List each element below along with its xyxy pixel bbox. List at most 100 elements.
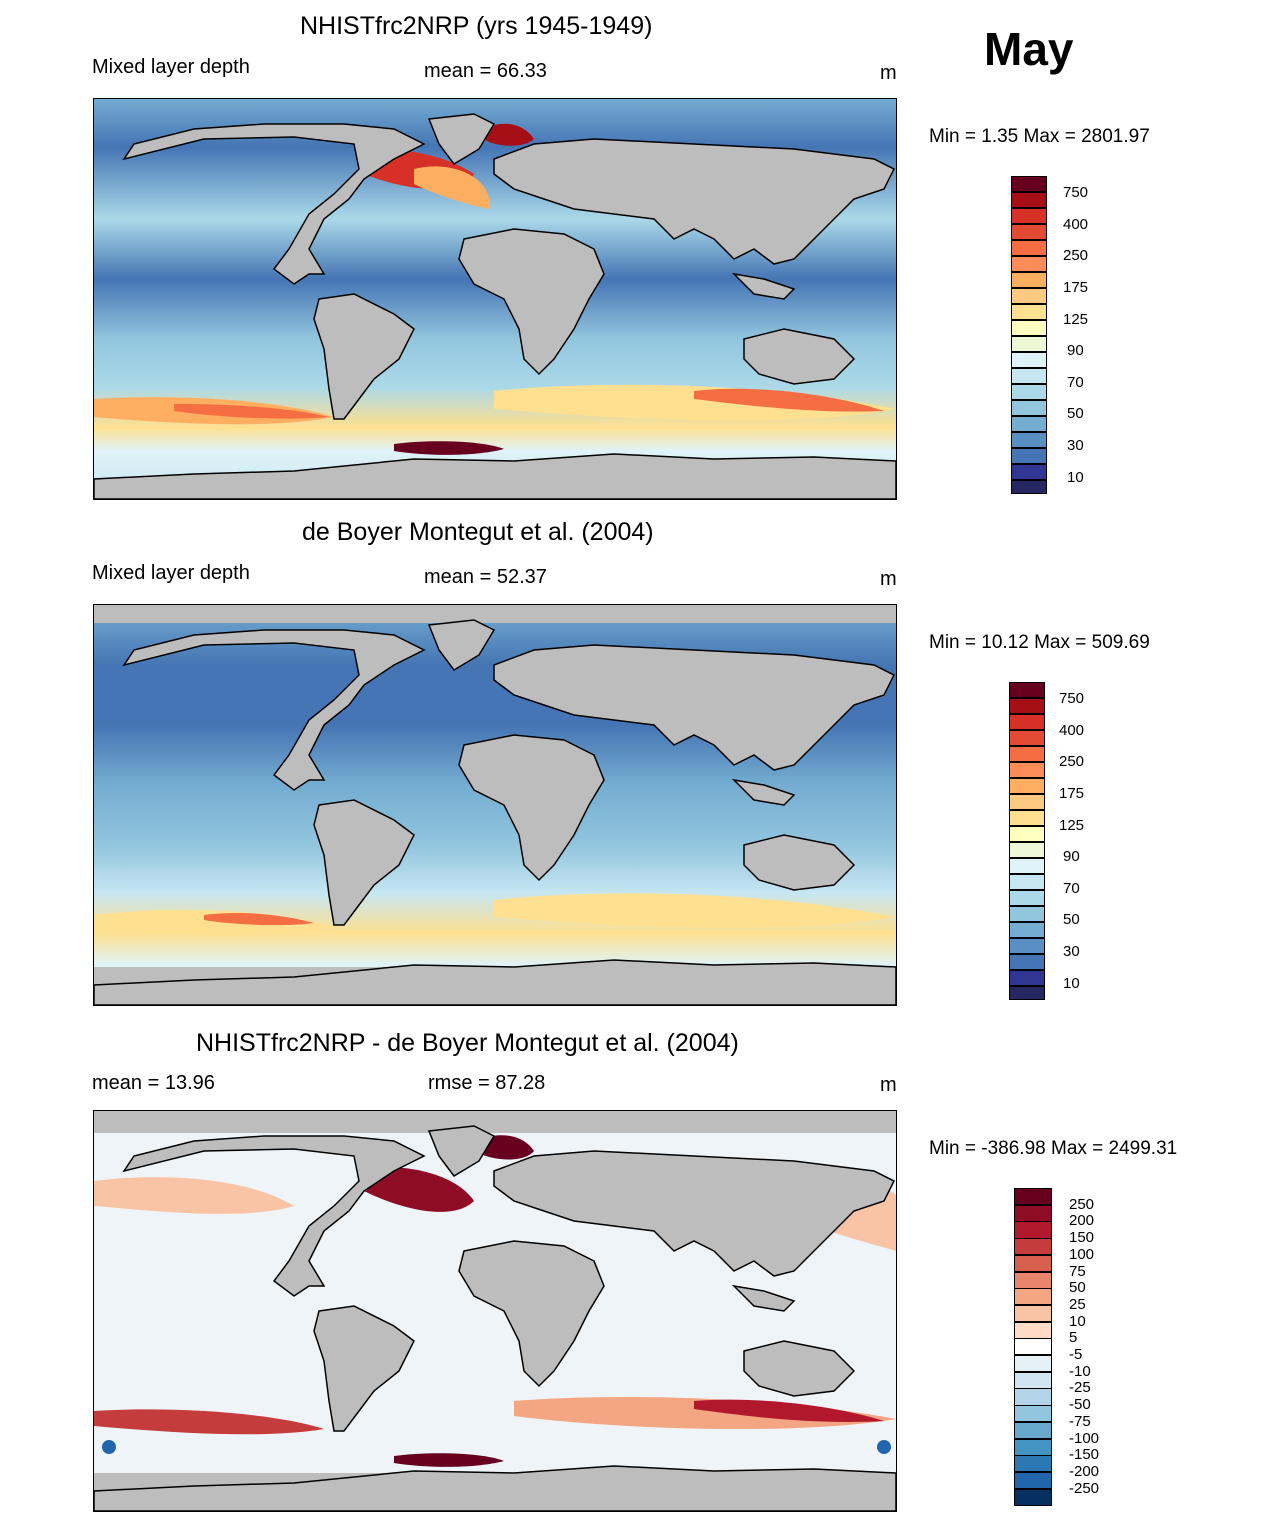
colorbar-tick-label: 250 [1069, 1195, 1095, 1213]
panel-left-label: Mixed layer depth [92, 562, 250, 584]
colorbar-tick-label: 175 [1059, 785, 1085, 802]
panel-minmax: Min = 10.12 Max = 509.69 [929, 632, 1150, 653]
nordic-sea-deep-mixing [484, 123, 534, 146]
colorbar-swatch [1009, 922, 1045, 938]
north-america [122, 123, 426, 285]
colorbar-swatch [1011, 432, 1047, 448]
north-atlantic-warm-band [414, 166, 490, 209]
panel-mean-label: mean = 66.33 [424, 60, 547, 82]
colorbar-tick-label: 125 [1059, 817, 1085, 834]
north-atlantic-positive [359, 1167, 474, 1212]
colorbar-tick-label: 30 [1063, 943, 1080, 960]
colorbar-swatch [1011, 384, 1047, 400]
greenland [427, 619, 496, 671]
southern-ocean-indian-positive [514, 1396, 896, 1430]
colorbar-swatch [1009, 778, 1045, 794]
colorbar-swatch [1009, 682, 1045, 698]
missing-data-arctic [94, 1111, 896, 1133]
colorbar-swatch [1014, 1355, 1052, 1373]
south-america [313, 293, 415, 420]
africa [458, 1240, 605, 1388]
colorbar-tick-label: -200 [1069, 1462, 1100, 1480]
negative-anomaly-spot [102, 1440, 116, 1454]
panel-title: de Boyer Montegut et al. (2004) [302, 518, 654, 546]
colorbar-swatch [1011, 368, 1047, 384]
panel-minmax: Min = 1.35 Max = 2801.97 [929, 126, 1150, 147]
colorbar-swatch [1014, 1221, 1052, 1239]
north-america [122, 629, 426, 791]
antarctica [94, 1465, 896, 1511]
colorbar-tick-label: 90 [1063, 848, 1080, 865]
panel-title: NHISTfrc2NRP - de Boyer Montegut et al. … [196, 1029, 739, 1057]
colorbar-tick-label: -250 [1069, 1479, 1100, 1497]
colorbar-swatch [1011, 480, 1047, 494]
indonesia [731, 272, 796, 300]
antarctica [94, 959, 896, 1005]
colorbar-swatch [1009, 858, 1045, 874]
panel-minmax: Min = -386.98 Max = 2499.31 [929, 1138, 1178, 1159]
colorbar-tick-label: 70 [1067, 374, 1084, 391]
colorbar-swatch [1014, 1304, 1052, 1323]
colorbar-swatch [1014, 1388, 1052, 1406]
colorbar-swatch [1009, 842, 1045, 858]
south-america [313, 1305, 415, 1432]
colorbar-swatch [1011, 336, 1047, 352]
colorbar-tick-label: 125 [1063, 311, 1089, 328]
negative-anomaly-spot [877, 1440, 891, 1454]
panel-units-label: m [880, 1074, 897, 1096]
month-title: May [984, 23, 1074, 75]
colorbar-tick-label: 10 [1069, 1312, 1086, 1330]
weddell-sea-positive [394, 1453, 504, 1467]
colorbar-tick-label: 100 [1069, 1245, 1095, 1263]
colorbar-tick-label: 50 [1067, 405, 1084, 422]
colorbar-tick-label: 250 [1059, 753, 1085, 770]
colorbar-swatch [1011, 416, 1047, 432]
australia [743, 328, 856, 385]
colorbar-tick-label: 90 [1067, 342, 1084, 359]
colorbar-swatch [1011, 320, 1047, 336]
indonesia [731, 778, 796, 806]
colorbar-tick-label: 750 [1059, 690, 1085, 707]
colorbar-tick-label: -10 [1069, 1362, 1091, 1380]
colorbar-swatch [1011, 176, 1047, 192]
colorbar-swatch [1011, 256, 1047, 272]
colorbar-swatch [1014, 1204, 1052, 1222]
australia [743, 1340, 856, 1397]
colorbar-tick-label: -5 [1069, 1346, 1083, 1363]
panel-left-label: Mixed layer depth [92, 56, 250, 78]
australia [743, 834, 856, 891]
missing-data-arctic [94, 605, 896, 623]
colorbar-swatch [1009, 938, 1045, 954]
colorbar-swatch [1009, 986, 1045, 1000]
colorbar-swatch [1014, 1254, 1052, 1272]
colorbar-swatch [1011, 352, 1047, 368]
colorbar-tick-label: -75 [1069, 1412, 1091, 1430]
colorbar-swatch [1009, 794, 1045, 810]
panel-units-label: m [880, 568, 897, 590]
map-difference [93, 1110, 897, 1512]
colorbar-tick-label: 250 [1063, 247, 1089, 264]
colorbar-tick-label: 10 [1063, 975, 1080, 992]
colorbar-swatch [1014, 1338, 1052, 1356]
colorbar-swatch [1009, 730, 1045, 746]
southern-ocean-pacific-positive [94, 1409, 324, 1435]
colorbar-tick-label: 75 [1069, 1262, 1086, 1280]
colorbar-swatch [1014, 1321, 1052, 1339]
colorbar-swatch [1011, 272, 1047, 288]
colorbar-swatch [1009, 970, 1045, 986]
colorbar-tick-label: 400 [1059, 722, 1085, 739]
southern-ocean-band-indian-core [694, 388, 884, 412]
colorbar-tick-label: 5 [1069, 1329, 1078, 1347]
north-america [122, 1135, 426, 1297]
colorbar-swatch [1009, 810, 1045, 826]
greenland [427, 113, 496, 165]
colorbar-swatch [1014, 1438, 1052, 1456]
map-observations [93, 604, 897, 1006]
colorbar-swatch [1009, 762, 1045, 778]
southern-ocean-band-indian [494, 893, 896, 928]
colorbar-tick-label: -150 [1069, 1446, 1100, 1464]
colorbar-tick-label: 30 [1067, 437, 1084, 454]
colorbar-swatch [1014, 1271, 1052, 1289]
southern-ocean-indian-core [694, 1399, 884, 1422]
greenland [427, 1125, 496, 1177]
